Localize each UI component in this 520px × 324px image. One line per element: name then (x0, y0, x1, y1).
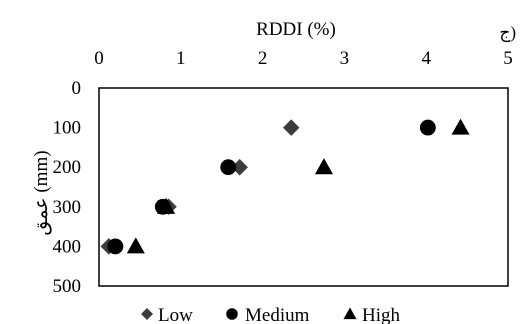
legend-low-marker (141, 308, 153, 320)
y-tick-label: 0 (72, 78, 82, 99)
data-points (100, 118, 470, 255)
y-tick-label: 300 (53, 197, 82, 218)
data-point-medium (107, 238, 124, 255)
data-point-low (231, 158, 248, 176)
x-tick-labels: 0 1 2 3 4 5 (94, 48, 513, 69)
y-tick-labels: 0 100 200 300 400 500 (53, 78, 82, 297)
data-point-high (157, 197, 176, 214)
data-point-high (314, 158, 333, 175)
y-tick-label: 400 (53, 236, 82, 257)
x-axis-title: RDDI (%) (256, 19, 336, 40)
x-tick-label: 2 (258, 48, 268, 69)
plot-frame (98, 87, 509, 287)
x-tick-label: 5 (503, 48, 513, 69)
data-point-high (451, 118, 470, 135)
data-point-high (126, 237, 145, 254)
legend-medium-marker (226, 308, 238, 320)
y-tick-label: 200 (53, 157, 82, 178)
y-tick-label: 100 (53, 118, 82, 139)
data-point-low (282, 119, 300, 136)
data-point-medium (419, 119, 436, 136)
x-tick-label: 3 (340, 48, 350, 69)
legend-high-label: High (362, 305, 401, 324)
y-axis-title: عمق (mm) (31, 150, 52, 235)
legend-low-label: Low (158, 305, 193, 324)
legend-medium-label: Medium (245, 305, 310, 324)
legend-high-marker (343, 307, 357, 320)
panel-label: ج) (499, 23, 516, 43)
x-tick-label: 0 (94, 48, 104, 69)
x-tick-label: 4 (421, 48, 431, 69)
x-tick-label: 1 (176, 48, 186, 69)
data-point-medium (220, 159, 237, 176)
y-tick-label: 500 (53, 276, 82, 297)
legend: Low Medium High (141, 305, 401, 324)
